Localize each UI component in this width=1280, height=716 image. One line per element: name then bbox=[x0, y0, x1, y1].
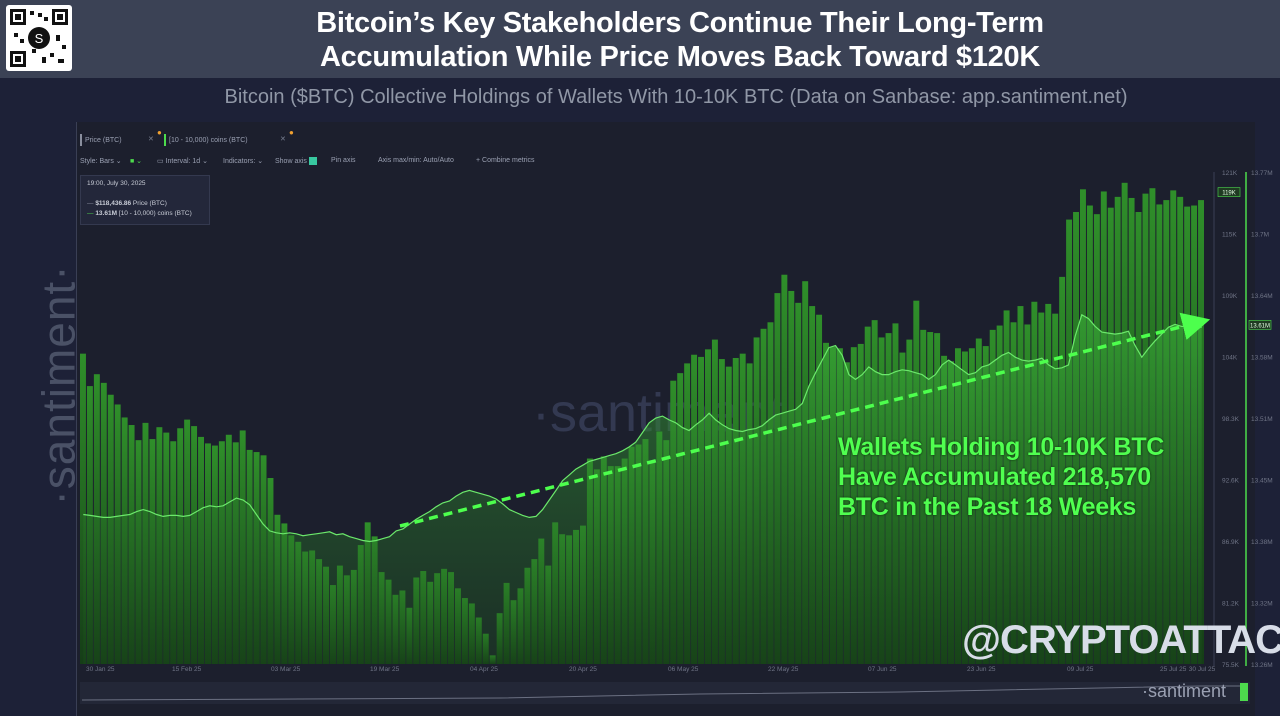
price-tick-label: 92.6K bbox=[1222, 478, 1240, 485]
pin-axis-toggle[interactable]: Pin axis bbox=[331, 157, 356, 164]
holdings-tick-label: 13.77M bbox=[1251, 170, 1273, 177]
minimap-handle-icon bbox=[1240, 683, 1248, 701]
show-axis-toggle[interactable]: Show axis bbox=[275, 157, 317, 165]
price-tick-label: 121K bbox=[1222, 170, 1238, 177]
svg-text:S: S bbox=[35, 31, 44, 46]
chart-tooltip: 19:00, July 30, 2025 — $118,436.86 Price… bbox=[80, 175, 210, 225]
x-tick-label: 30 Jul 25 bbox=[1189, 666, 1216, 673]
x-axis: 30 Jan 25 15 Feb 25 03 Mar 25 19 Mar 25 04 A… bbox=[86, 666, 1216, 673]
close-icon[interactable]: ✕ bbox=[148, 136, 154, 143]
warning-icon: ● bbox=[157, 128, 162, 137]
price-tick-label: 81.2K bbox=[1222, 601, 1240, 608]
price-tick-label: 109K bbox=[1222, 293, 1238, 300]
price-tick-label: 86.9K bbox=[1222, 539, 1240, 546]
x-tick-label: 23 Jun 25 bbox=[967, 666, 996, 673]
x-tick-label: 07 Jun 25 bbox=[868, 666, 897, 673]
metric-tab-price[interactable]: Price (BTC) bbox=[80, 134, 122, 146]
x-tick-label: 19 Mar 25 bbox=[370, 666, 400, 673]
indicators-selector[interactable]: Indicators: ⌄ bbox=[223, 158, 264, 165]
tooltip-price-row: — $118,436.86 Price (BTC) bbox=[87, 200, 167, 207]
holdings-tick-label: 13.32M bbox=[1251, 601, 1273, 608]
price-tick-label: 75.5K bbox=[1222, 662, 1240, 669]
axis-maxmin-selector[interactable]: Axis max/min: Auto/Auto bbox=[378, 157, 454, 164]
trend-arrow bbox=[399, 312, 1211, 528]
price-bar bbox=[80, 353, 86, 664]
page-subtitle: Bitcoin ($BTC) Collective Holdings of Wa… bbox=[224, 86, 1128, 108]
price-badge: 119K bbox=[1222, 191, 1236, 197]
x-tick-label: 09 Jul 25 bbox=[1067, 666, 1094, 673]
close-icon[interactable]: ✕ bbox=[280, 136, 286, 143]
page-title: Bitcoin’s Key Stakeholders Continue Thei… bbox=[316, 7, 1044, 73]
x-tick-label: 04 Apr 25 bbox=[470, 666, 498, 673]
color-swatch-icon[interactable]: ■ ⌄ bbox=[130, 158, 143, 165]
header-banner bbox=[0, 0, 1280, 78]
holdings-tick-label: 13.38M bbox=[1251, 539, 1273, 546]
combine-metrics-button[interactable]: + Combine metrics bbox=[476, 157, 535, 164]
price-tick-label: 104K bbox=[1222, 355, 1238, 362]
x-tick-label: 06 May 25 bbox=[668, 666, 699, 673]
tooltip-date: 19:00, July 30, 2025 bbox=[87, 180, 146, 187]
holdings-tick-label: 13.7M bbox=[1251, 232, 1269, 239]
price-tick-label: 98.3K bbox=[1222, 416, 1240, 423]
holdings-area bbox=[83, 314, 1202, 664]
accumulation-annotation: Wallets Holding 10-10K BTC Have Accumula… bbox=[838, 433, 1165, 521]
x-tick-label: 20 Apr 25 bbox=[569, 666, 597, 673]
x-tick-label: 25 Jul 25 bbox=[1160, 666, 1187, 673]
price-tick-label: 115K bbox=[1222, 232, 1237, 239]
minimap-line bbox=[81, 685, 1245, 701]
scroll-track bbox=[80, 682, 1250, 704]
holdings-tick-label: 13.64M bbox=[1251, 293, 1273, 300]
santiment-logo: ·santiment bbox=[1142, 681, 1227, 701]
holdings-badge: 13.61M bbox=[1250, 323, 1270, 329]
x-tick-label: 15 Feb 25 bbox=[172, 666, 202, 673]
warning-icon: ● bbox=[289, 128, 294, 137]
holdings-line bbox=[83, 313, 1202, 543]
qr-code-icon: S bbox=[6, 5, 72, 71]
holdings-tick-label: 13.26M bbox=[1251, 662, 1273, 669]
price-badge-bg bbox=[1217, 187, 1241, 197]
y-axis: 121K 115K 109K 104K 98.3K 92.6K 86.9K 81.2K 75.5… bbox=[1217, 170, 1273, 669]
holdings-tick-label: 13.45M bbox=[1251, 478, 1273, 485]
style-selector[interactable]: Style: Bars ⌄ bbox=[80, 158, 122, 165]
x-tick-label: 03 Mar 25 bbox=[271, 666, 301, 673]
holdings-badge-bg bbox=[1248, 320, 1272, 330]
holdings-tick-label: 13.51M bbox=[1251, 416, 1273, 423]
interval-selector[interactable]: ▭ Interval: 1d ⌄ bbox=[157, 158, 209, 165]
x-tick-label: 22 May 25 bbox=[768, 666, 799, 673]
metric-tab-holdings[interactable]: [10 - 10,000) coins (BTC) bbox=[164, 134, 248, 146]
tooltip-holdings-row: — 13.61M [10 - 10,000) coins (BTC) bbox=[87, 210, 192, 217]
author-handle: @CRYPTOATTACK bbox=[962, 618, 1280, 662]
x-tick-label: 30 Jan 25 bbox=[86, 666, 115, 673]
holdings-tick-label: 13.58M bbox=[1251, 355, 1273, 362]
